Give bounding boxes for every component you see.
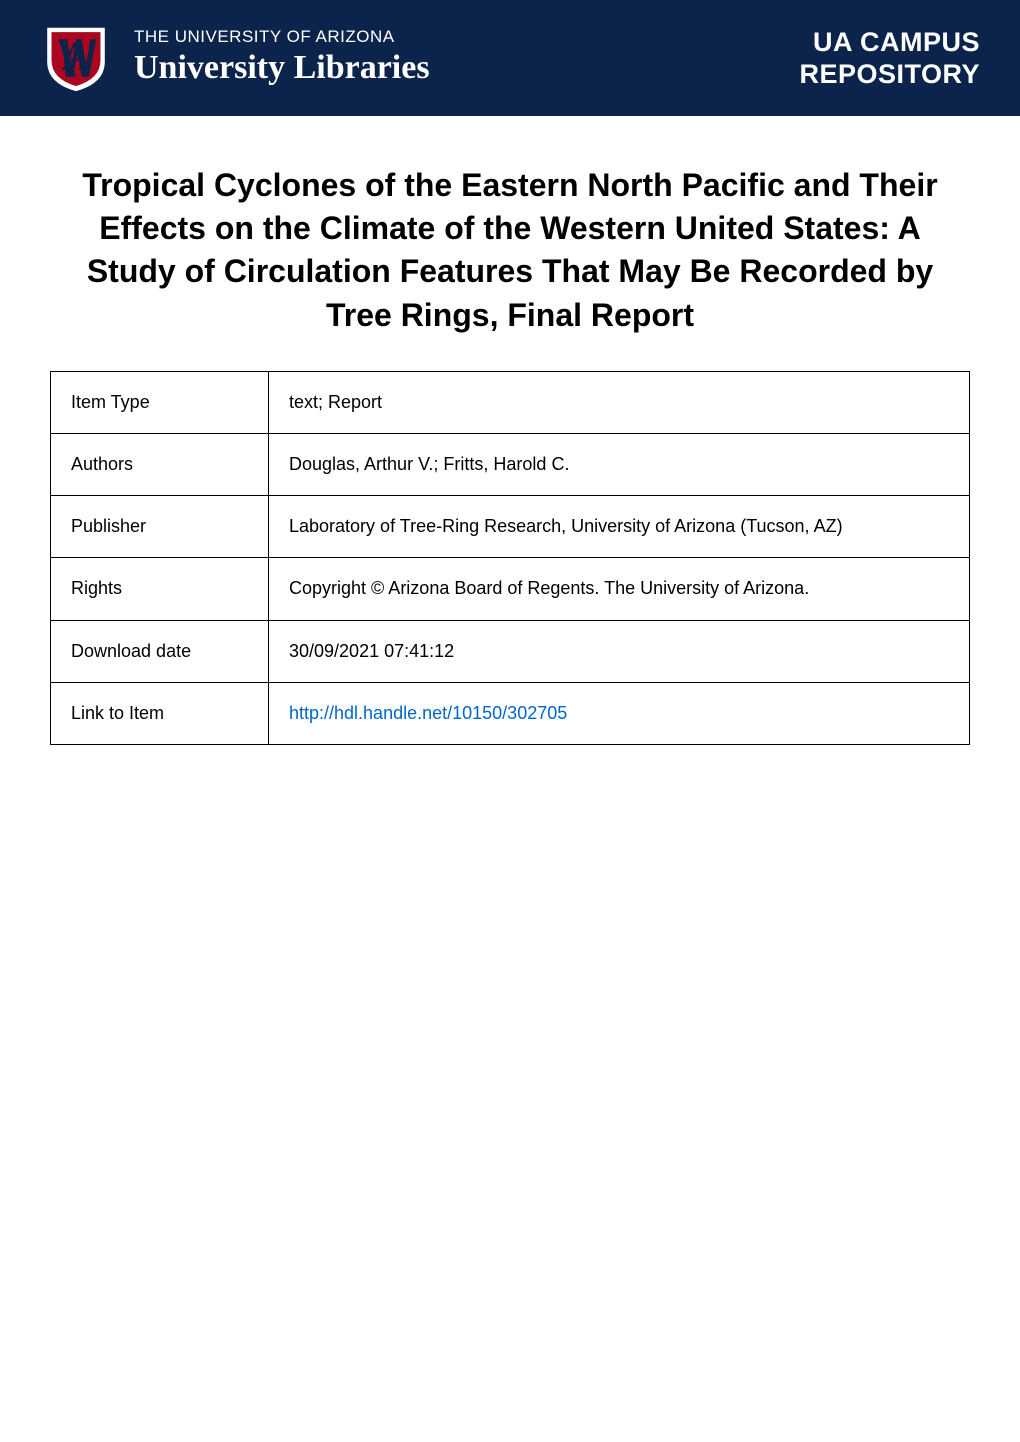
meta-label: Download date [51, 620, 269, 682]
table-row: Authors Douglas, Arthur V.; Fritts, Haro… [51, 433, 970, 495]
metadata-table: Item Type text; Report Authors Douglas, … [50, 371, 970, 745]
institution-block: THE UNIVERSITY OF ARIZONA University Lib… [134, 26, 430, 90]
repository-banner: A THE UNIVERSITY OF ARIZONA University L… [0, 0, 1020, 116]
table-row: Rights Copyright © Arizona Board of Rege… [51, 558, 970, 620]
repo-line1: UA CAMPUS [799, 26, 980, 58]
meta-value: http://hdl.handle.net/10150/302705 [269, 682, 970, 744]
meta-label: Link to Item [51, 682, 269, 744]
libraries-name: University Libraries [134, 47, 430, 90]
meta-label: Publisher [51, 496, 269, 558]
institution-name: THE UNIVERSITY OF ARIZONA [134, 26, 430, 47]
meta-value: Laboratory of Tree-Ring Research, Univer… [269, 496, 970, 558]
meta-label: Item Type [51, 371, 269, 433]
meta-value: Douglas, Arthur V.; Fritts, Harold C. [269, 433, 970, 495]
repository-name-block: UA CAMPUS REPOSITORY [799, 26, 980, 91]
table-row: Download date 30/09/2021 07:41:12 [51, 620, 970, 682]
banner-left: A THE UNIVERSITY OF ARIZONA University L… [40, 22, 430, 94]
meta-label: Authors [51, 433, 269, 495]
svg-text:A: A [61, 34, 90, 79]
meta-value: 30/09/2021 07:41:12 [269, 620, 970, 682]
document-title: Tropical Cyclones of the Eastern North P… [0, 116, 1020, 371]
metadata-tbody: Item Type text; Report Authors Douglas, … [51, 371, 970, 744]
meta-value: Copyright © Arizona Board of Regents. Th… [269, 558, 970, 620]
meta-value: text; Report [269, 371, 970, 433]
item-link[interactable]: http://hdl.handle.net/10150/302705 [289, 703, 567, 723]
table-row: Item Type text; Report [51, 371, 970, 433]
repo-line2: REPOSITORY [799, 58, 980, 90]
meta-label: Rights [51, 558, 269, 620]
ua-shield-logo: A [40, 22, 112, 94]
table-row: Link to Item http://hdl.handle.net/10150… [51, 682, 970, 744]
table-row: Publisher Laboratory of Tree-Ring Resear… [51, 496, 970, 558]
